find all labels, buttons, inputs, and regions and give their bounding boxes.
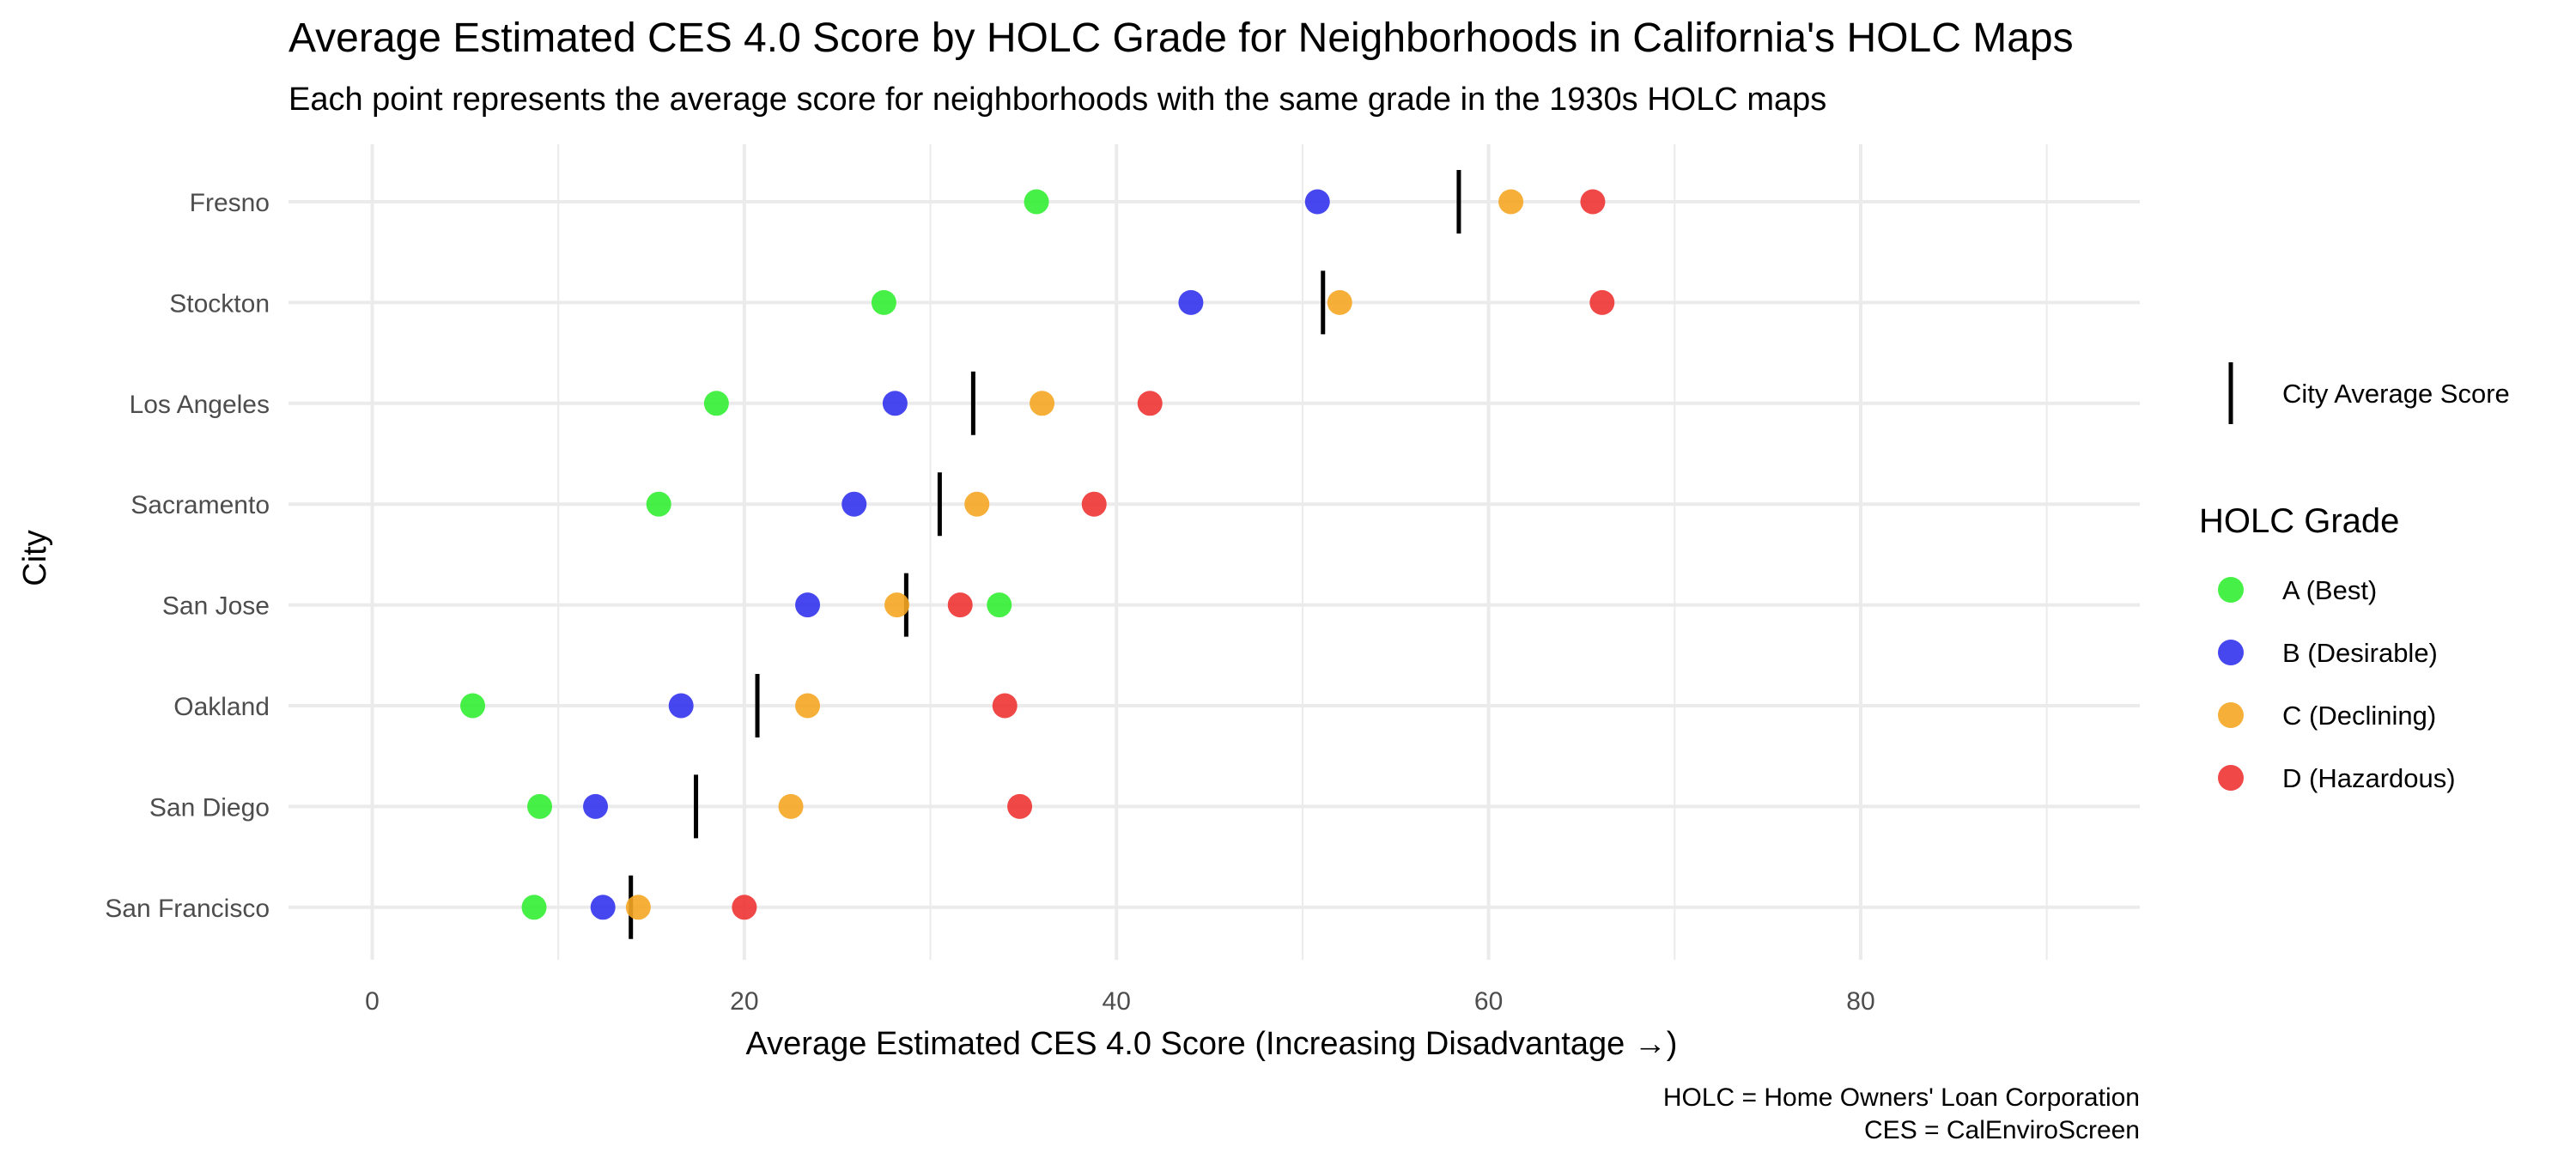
data-point	[841, 491, 867, 517]
data-point	[583, 793, 609, 819]
data-point	[947, 592, 973, 618]
x-tick-label: 80	[1846, 987, 1874, 1016]
x-tick-label: 40	[1103, 987, 1131, 1016]
data-point	[625, 895, 651, 920]
legend-title: HOLC Grade	[2199, 502, 2399, 540]
data-point	[987, 592, 1012, 618]
data-point	[1030, 391, 1055, 416]
data-point	[992, 693, 1018, 719]
data-point	[732, 895, 757, 920]
y-tick-label: Sacramento	[131, 491, 270, 519]
x-tick-label: 20	[730, 987, 758, 1016]
data-point	[795, 693, 821, 719]
data-points	[460, 189, 1615, 920]
x-tick-label: 0	[365, 987, 380, 1016]
data-point	[1580, 189, 1606, 215]
data-point	[778, 793, 804, 819]
data-point	[882, 391, 908, 416]
chart-subtitle: Each point represents the average score …	[289, 82, 1826, 118]
data-point	[964, 491, 990, 517]
caption-line-1: HOLC = Home Owners' Loan Corporation	[1663, 1083, 2140, 1112]
data-point	[527, 793, 553, 819]
chart-title: Average Estimated CES 4.0 Score by HOLC …	[289, 15, 2074, 61]
data-point	[1178, 289, 1204, 315]
data-point	[1137, 391, 1163, 416]
y-tick-label: Los Angeles	[130, 391, 270, 419]
data-point	[590, 895, 616, 920]
y-axis-title: City	[17, 530, 53, 586]
data-point	[1589, 289, 1615, 315]
y-tick-label: San Francisco	[105, 895, 270, 923]
y-tick-label: San Jose	[162, 592, 270, 621]
data-point	[703, 391, 729, 416]
city-average-markers	[629, 170, 1461, 939]
y-tick-label: Oakland	[173, 693, 270, 721]
data-point	[668, 693, 694, 719]
data-point	[1304, 189, 1330, 215]
data-point	[884, 592, 910, 618]
legend-key	[2218, 577, 2244, 603]
legend-items: A (Best) B (Desirable) C (Declining) D (Haz…	[2218, 575, 2456, 793]
legend-key	[2218, 640, 2244, 665]
x-axis-tick-labels: 0 20 40 60 80	[365, 987, 1874, 1016]
y-axis-tick-labels: Fresno Stockton Los Angeles Sacramento San J…	[105, 189, 270, 923]
legend-key	[2218, 765, 2244, 791]
data-point	[646, 491, 671, 517]
caption-line-2: CES = CalEnviroScreen	[1864, 1116, 2140, 1144]
data-point	[1327, 289, 1352, 315]
x-tick-label: 60	[1474, 987, 1503, 1016]
data-point	[1081, 491, 1107, 517]
data-point	[1007, 793, 1033, 819]
legend-label: D (Hazardous)	[2282, 763, 2456, 793]
grid	[289, 144, 2140, 960]
y-tick-label: San Diego	[149, 793, 270, 822]
data-point	[460, 693, 486, 719]
legend-label: C (Declining)	[2282, 701, 2436, 731]
data-point	[795, 592, 821, 618]
data-point	[871, 289, 896, 315]
legend-label: A (Best)	[2282, 575, 2377, 605]
data-point	[1024, 189, 1049, 215]
x-axis-title: Average Estimated CES 4.0 Score (Increas…	[746, 1026, 1678, 1062]
y-tick-label: Stockton	[169, 289, 270, 318]
legend-key	[2218, 702, 2244, 728]
legend-label: B (Desirable)	[2282, 638, 2438, 668]
data-point	[1498, 189, 1524, 215]
y-tick-label: Fresno	[190, 189, 270, 217]
legend: City Average Score HOLC Grade A (Best) B …	[2199, 362, 2510, 793]
data-point	[521, 895, 547, 920]
legend-city-average-label: City Average Score	[2282, 379, 2510, 409]
